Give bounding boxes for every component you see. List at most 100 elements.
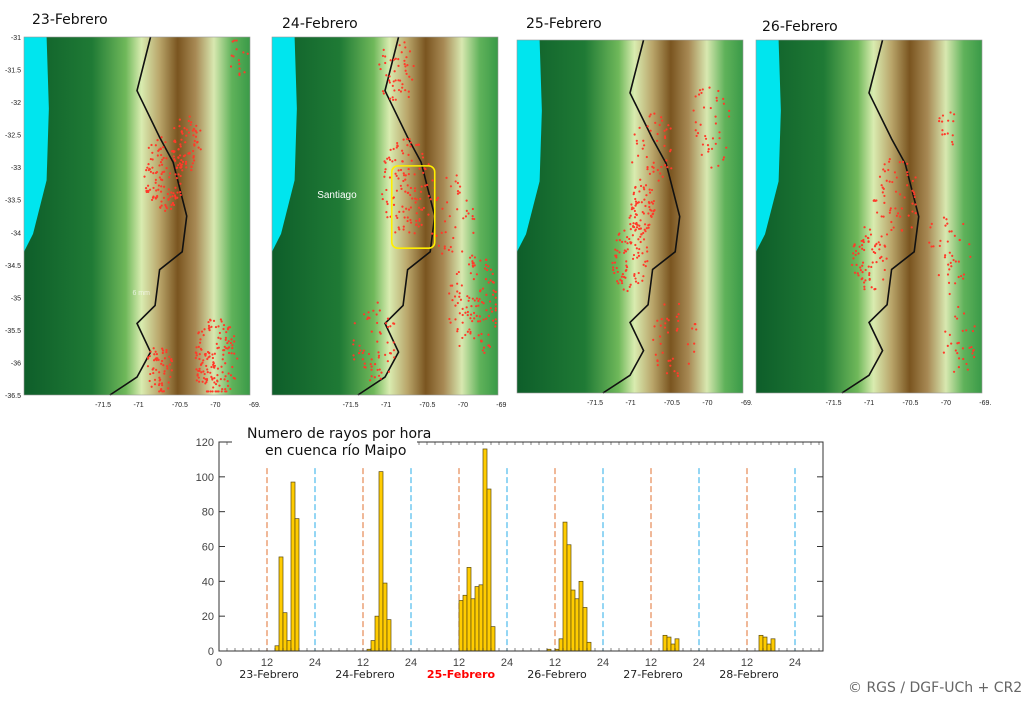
lightning-strike (467, 299, 470, 302)
lightning-strike (406, 216, 409, 219)
lightning-strike (153, 378, 157, 381)
lightning-strike (875, 261, 878, 264)
lightning-strike (177, 148, 180, 151)
bar (458, 600, 464, 652)
lightning-strike (150, 143, 153, 147)
lightning-strike (458, 292, 461, 295)
lightning-strike (211, 390, 214, 393)
lightning-strike (464, 311, 467, 314)
lightning-strike (653, 112, 656, 115)
x-tick-label: 12 (645, 657, 657, 669)
lightning-strike (637, 227, 641, 230)
lightning-strike (159, 206, 162, 209)
lightning-strike (653, 325, 656, 328)
lightning-strike (618, 239, 621, 242)
lightning-strike (431, 179, 434, 182)
lightning-strike (147, 146, 150, 149)
lightning-strike (625, 260, 628, 263)
lightning-strike (471, 260, 474, 263)
lightning-strike (861, 239, 865, 243)
lightning-strike (456, 301, 459, 305)
lightning-strike (665, 372, 669, 375)
lightning-strike (480, 332, 483, 336)
lightning-strike (677, 313, 680, 316)
x-tick-label: 24 (405, 657, 417, 669)
lightning-strike (969, 255, 972, 258)
lightning-strike (946, 132, 949, 135)
lightning-strike (203, 328, 206, 331)
lightning-strike (850, 263, 854, 267)
lightning-strike (194, 135, 198, 138)
lightning-strike (962, 277, 965, 280)
lightning-strike (359, 349, 362, 352)
lightning-strike (217, 336, 220, 339)
lightning-strike (484, 263, 488, 267)
lightning-strike (404, 174, 407, 177)
lightning-strike (199, 129, 202, 132)
lightning-strike (216, 380, 219, 383)
lightning-strike (863, 285, 866, 288)
lightning-strike (473, 299, 476, 302)
lightning-strike (196, 140, 199, 144)
lightning-strike (172, 192, 175, 195)
lon-tick-label: -69.5 (741, 400, 752, 407)
lightning-strike (409, 218, 412, 222)
lightning-strike (168, 355, 171, 358)
lightning-strike (391, 96, 394, 99)
lightning-strike (695, 328, 698, 331)
lightning-strike (638, 247, 641, 251)
bar (574, 598, 580, 652)
lightning-strike (692, 109, 695, 112)
lightning-strike (930, 222, 933, 225)
lightning-strike (384, 161, 387, 164)
lightning-strike (377, 351, 380, 354)
lightning-strike (952, 258, 955, 262)
lightning-strike (946, 240, 949, 243)
lightning-strike (468, 256, 472, 259)
lightning-strike (160, 172, 163, 176)
lightning-strike (382, 92, 385, 95)
lightning-strike (665, 317, 669, 320)
x-tick-label: 24 (309, 657, 321, 669)
lightning-strike (210, 375, 213, 378)
lightning-strike (633, 209, 636, 213)
lightning-strike (231, 365, 234, 369)
lightning-strike (157, 383, 161, 387)
lightning-strike (209, 371, 212, 374)
lightning-strike (652, 338, 655, 342)
lightning-strike (409, 193, 412, 197)
lightning-strike (404, 190, 407, 193)
lightning-strike (649, 191, 652, 194)
lightning-strike (369, 363, 372, 366)
lightning-strike (675, 315, 678, 318)
bar (770, 638, 776, 652)
lightning-strike (192, 159, 196, 162)
lightning-strike (160, 362, 163, 365)
lightning-strike (701, 88, 704, 91)
lightning-strike (216, 347, 219, 350)
lightning-strike (888, 180, 891, 183)
lightning-strike (952, 370, 956, 373)
lightning-strike (397, 88, 401, 92)
lat-tick-label: -33 (11, 165, 21, 172)
lightning-strike (667, 359, 670, 362)
lightning-strike (230, 54, 233, 57)
lightning-strike (613, 271, 616, 275)
lightning-strike (637, 238, 640, 241)
lightning-strike (358, 344, 361, 347)
lightning-strike (212, 362, 215, 365)
lightning-strike (148, 188, 152, 191)
lightning-strike (932, 245, 935, 248)
lightning-strike (160, 204, 163, 207)
lightning-strike (482, 302, 485, 305)
lightning-strike (361, 358, 364, 361)
lightning-strike (960, 274, 963, 278)
lightning-strike (160, 359, 164, 363)
lightning-strike (615, 239, 618, 242)
lightning-strike (629, 228, 632, 231)
lightning-strike (435, 234, 438, 237)
lightning-strike (946, 222, 949, 225)
lightning-strike (449, 185, 453, 188)
lightning-strike (458, 295, 461, 298)
lightning-strike (881, 259, 885, 262)
